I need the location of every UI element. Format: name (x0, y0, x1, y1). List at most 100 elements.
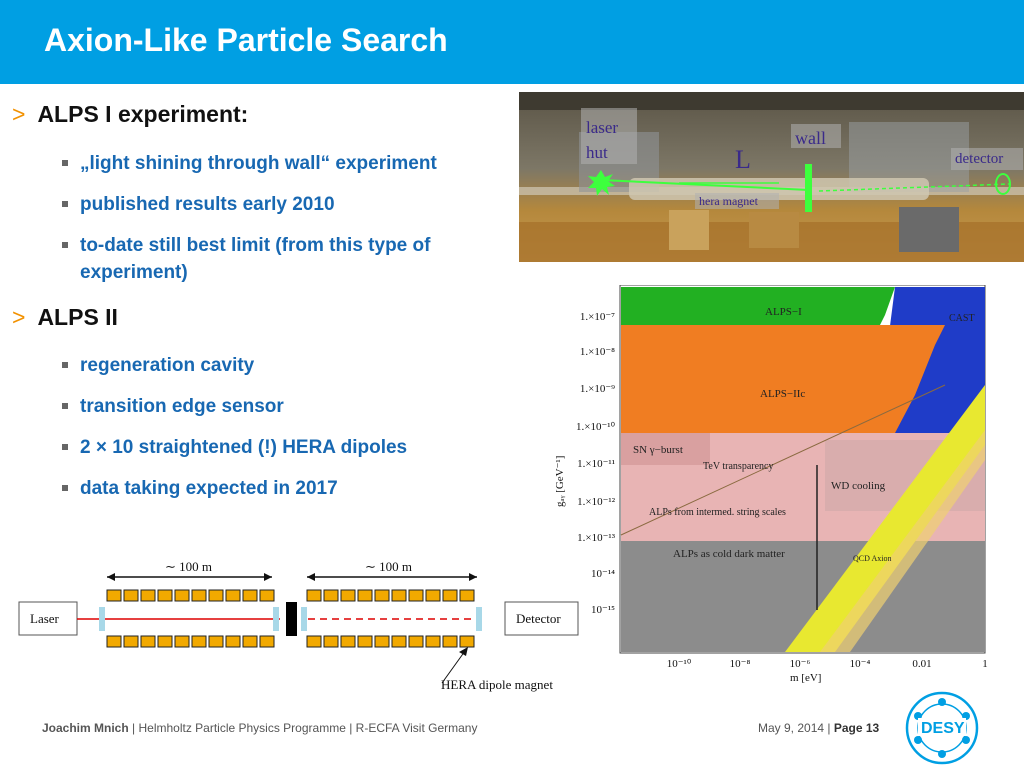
footer-date: May 9, 2014 (758, 721, 825, 735)
footer-event: | Helmholtz Particle Physics Programme |… (128, 721, 478, 735)
laser-label: Laser (30, 611, 60, 626)
footer-left: Joachim Mnich | Helmholtz Particle Physi… (42, 721, 477, 735)
dipole-magnets (106, 589, 475, 648)
sub-bullet-text: 2 × 10 straightened (!) HERA dipoles (80, 437, 408, 458)
dipole-magnet (123, 635, 139, 648)
region-label-string: ALPs from intermed. string scales (649, 507, 786, 518)
footer-page: Page 13 (833, 721, 880, 735)
distance-label-1: ∼ 100 m (165, 559, 212, 574)
dipole-magnet (208, 589, 224, 602)
x-tick-label: 0.01 (912, 658, 931, 670)
dipole-magnet (459, 589, 475, 602)
region-label-alps2c: ALPS−IIc (760, 388, 805, 400)
wall-marker (805, 164, 812, 212)
y-tick-label: 10⁻¹⁵ (591, 604, 615, 616)
sub-bullet: published results early 2010 (62, 191, 335, 218)
sub-bullet: regeneration cavity (62, 352, 254, 379)
bullet-alps1-label: ALPS I experiment: (37, 101, 249, 127)
dipole-magnet (225, 589, 241, 602)
dipole-magnet (442, 589, 458, 602)
region-label-qcd: QCD Axion (853, 554, 891, 563)
dipole-magnet (306, 635, 322, 648)
dipole-magnet (459, 635, 475, 648)
bullet-alps1: > ALPS I experiment: (12, 101, 248, 128)
dipole-magnet (157, 589, 173, 602)
dipole-magnet (225, 635, 241, 648)
x-tick-label: 10⁻⁶ (790, 658, 811, 670)
dipole-magnet (357, 589, 373, 602)
sub-bullet: 2 × 10 straightened (!) HERA dipoles (62, 434, 407, 461)
dipole-magnet (140, 589, 156, 602)
slide-title: Axion-Like Particle Search (44, 22, 448, 58)
alps1-region (621, 287, 895, 325)
dipole-magnet (157, 635, 173, 648)
y-axis-ticks: 1.×10⁻⁷ 1.×10⁻⁸ 1.×10⁻⁹ 1.×10⁻¹⁰ 1.×10⁻¹¹ 1.×… (576, 311, 616, 616)
dipole-magnet (140, 635, 156, 648)
sub-bullet: to-date still best limit (from this type… (62, 232, 430, 286)
dipole-magnet (442, 635, 458, 648)
photo-label-laser: laser (586, 118, 618, 137)
distance-label-2: ∼ 100 m (365, 559, 412, 574)
dipole-magnet (323, 589, 339, 602)
laser-burst-icon (588, 170, 615, 196)
y-tick-label: 1.×10⁻¹² (577, 496, 616, 508)
detector-label: Detector (516, 611, 561, 626)
y-tick-label: 1.×10⁻¹³ (577, 532, 616, 544)
tev-line (620, 384, 946, 536)
dipole-magnet (242, 589, 258, 602)
dipole-magnet (123, 589, 139, 602)
sub-bullet: transition edge sensor (62, 393, 284, 420)
y-tick-label: 1.×10⁻⁸ (580, 346, 615, 358)
region-label-cdm: ALPs as cold dark matter (673, 548, 785, 560)
desy-logo: DESY (905, 691, 979, 765)
x-tick-label: 1 (982, 658, 988, 670)
dipole-magnet (242, 635, 258, 648)
qcd-band (785, 385, 985, 652)
mirror-3 (301, 607, 307, 631)
footer-right: May 9, 2014 | Page 13 (758, 721, 879, 735)
mirror-1 (99, 607, 105, 631)
region-label-tev: TeV transparency (703, 461, 773, 472)
arrow-icon: > (12, 304, 26, 330)
exclusion-plot: ALPS−I CAST ALPS−IIc SN γ−burst TeV tran… (554, 285, 988, 684)
experiment-photo: laser hut wall L detector hera magnet (519, 92, 1024, 262)
photo-label-wall: wall (795, 128, 826, 148)
sub-bullet-text: „light shining through wall“ experiment (80, 153, 437, 174)
dipole-magnet (340, 589, 356, 602)
dipole-magnet (374, 589, 390, 602)
bullet-alps2-label: ALPS II (37, 304, 118, 330)
title-bar: Axion-Like Particle Search (0, 0, 1024, 84)
photo-label-L: L (735, 145, 751, 174)
y-tick-label: 1.×10⁻¹⁰ (576, 421, 616, 433)
laser-beam-line (600, 179, 1010, 192)
sub-bullet: data taking expected in 2017 (62, 475, 338, 502)
square-bullet-icon (62, 403, 68, 409)
magnet-label: HERA dipole magnet (441, 677, 553, 692)
square-bullet-icon (62, 242, 68, 248)
footer-separator: | (824, 721, 834, 735)
desy-logo-text: DESY (921, 720, 965, 737)
photo-label-hut: hut (586, 143, 608, 162)
x-tick-label: 10⁻¹⁰ (667, 658, 692, 670)
square-bullet-icon (62, 201, 68, 207)
square-bullet-icon (62, 362, 68, 368)
detector-marker (995, 173, 1011, 195)
sn-region (621, 433, 710, 465)
mirror-4 (476, 607, 482, 631)
y-tick-label: 10⁻¹⁴ (591, 568, 615, 580)
y-tick-label: 1.×10⁻⁷ (580, 311, 615, 323)
dipole-magnet (391, 635, 407, 648)
dipole-magnet (374, 635, 390, 648)
arrow-icon: > (12, 101, 26, 127)
footer-author: Joachim Mnich (42, 721, 129, 735)
dipole-magnet (408, 589, 424, 602)
region-label-sn: SN γ−burst (633, 444, 683, 456)
region-label-wd: WD cooling (831, 480, 886, 492)
dipole-magnet (259, 589, 275, 602)
square-bullet-icon (62, 485, 68, 491)
dipole-magnet (174, 589, 190, 602)
y-tick-label: 1.×10⁻¹¹ (577, 458, 615, 470)
dipole-magnet (340, 635, 356, 648)
region-label-alps1: ALPS−I (765, 306, 802, 318)
square-bullet-icon (62, 444, 68, 450)
